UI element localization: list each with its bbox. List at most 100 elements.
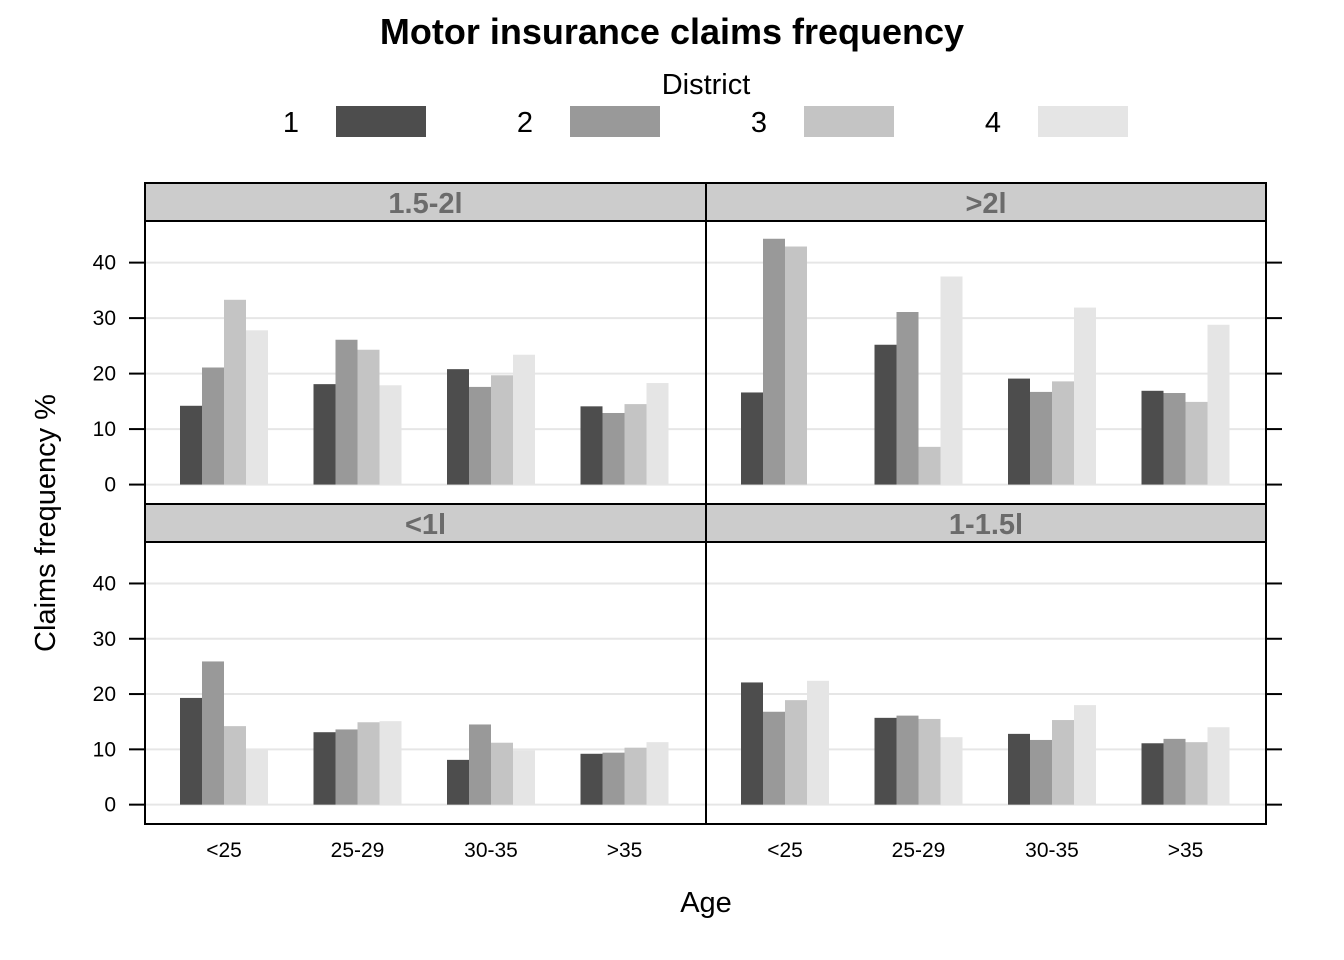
y-tick-label: 0 [104, 474, 116, 497]
bar-<25-district-3 [785, 700, 807, 805]
bar->35-district-1 [580, 753, 603, 805]
bar->35-district-3 [624, 404, 647, 485]
panel-border [705, 541, 1267, 825]
bar-25-29-district-4 [379, 385, 402, 485]
x-tick-label: >35 [1168, 839, 1204, 862]
bar-30-35-district-2 [1030, 739, 1052, 805]
bar-<25-district-4 [807, 680, 829, 805]
bar->35-district-2 [602, 752, 625, 805]
bar-25-29-district-4 [379, 721, 402, 805]
bar-25-29-district-4 [940, 737, 963, 805]
bar-<25-district-2 [202, 367, 224, 485]
axes: 0 10 20 30 40 0 10 20 30 40 <25 25-29 30-35 >35 <25 25-… [93, 252, 1282, 862]
bar-30-35-district-2 [469, 724, 491, 805]
bar-<25-district-3 [224, 726, 246, 805]
bar-<25-district-1 [180, 697, 202, 805]
x-tick-label: 25-29 [892, 839, 946, 862]
bar-30-35-district-4 [1074, 307, 1096, 485]
y-tick-label: 30 [93, 307, 116, 330]
bar-25-29-district-1 [313, 732, 336, 805]
bar-25-29-district-3 [357, 722, 380, 805]
panel-0: 1.5-2l [144, 182, 707, 505]
legend-label-1: 1 [283, 107, 299, 139]
bar-25-29-district-2 [335, 339, 358, 485]
y-tick-label: 0 [104, 794, 116, 817]
panel-strip [144, 182, 707, 222]
bar->35-district-1 [1141, 743, 1164, 805]
bar-30-35-district-3 [1052, 381, 1074, 485]
panel-1: >2l [705, 182, 1267, 505]
legend-swatch-2 [570, 106, 660, 137]
y-tick-label: 10 [93, 738, 116, 761]
bar-30-35-district-4 [513, 750, 535, 805]
legend-swatch-1 [336, 106, 426, 137]
y-tick-label: 20 [93, 363, 116, 386]
bar-<25-district-1 [741, 392, 763, 485]
bar-30-35-district-1 [1008, 733, 1030, 805]
bar->35-district-4 [646, 742, 669, 805]
legend-swatch-3 [804, 106, 894, 137]
bar-25-29-district-2 [335, 729, 358, 805]
chart-title: Motor insurance claims frequency [380, 11, 964, 52]
panels: 1.5-2l >2l <1l 1-1.5l 0 10 20 30 40 0 10 20 30 40 <25 2… [93, 182, 1282, 862]
panel-2: <1l [144, 503, 707, 825]
bar-25-29-district-2 [896, 312, 919, 485]
bar->35-district-4 [646, 383, 669, 485]
bar-30-35-district-3 [1052, 720, 1074, 805]
bar-30-35-district-2 [469, 386, 491, 485]
bar-25-29-district-3 [918, 718, 941, 805]
panel-strip-label: <1l [405, 509, 446, 541]
panel-strip [705, 503, 1267, 543]
bar-25-29-district-1 [874, 717, 897, 805]
bar-25-29-district-3 [918, 446, 941, 485]
bar->35-district-3 [1185, 742, 1208, 805]
bar-<25-district-2 [202, 661, 224, 805]
bar-<25-district-2 [763, 238, 785, 485]
bar-30-35-district-1 [1008, 378, 1030, 485]
x-axis-label: Age [680, 887, 732, 919]
y-tick-label: 40 [93, 252, 116, 275]
bar->35-district-2 [1163, 738, 1186, 805]
legend-label-2: 2 [517, 107, 533, 139]
legend-label-3: 3 [751, 107, 767, 139]
panel-strip [705, 182, 1267, 222]
bar->35-district-3 [624, 747, 647, 805]
bar-25-29-district-4 [940, 276, 963, 485]
y-tick-label: 40 [93, 572, 116, 595]
bar-<25-district-1 [180, 405, 202, 485]
bar-30-35-district-1 [447, 759, 469, 805]
y-axis-label: Claims frequency % [30, 394, 62, 652]
bar-30-35-district-3 [491, 742, 513, 805]
bar-25-29-district-2 [896, 715, 919, 805]
bar-<25-district-3 [785, 246, 807, 485]
bar-<25-district-1 [741, 682, 763, 805]
legend-swatch-4 [1038, 106, 1128, 137]
x-tick-label: >35 [607, 839, 643, 862]
bar-25-29-district-3 [357, 349, 380, 485]
panel-3: 1-1.5l [705, 503, 1267, 825]
panel-strip-label: 1.5-2l [388, 188, 462, 220]
bar-30-35-district-3 [491, 375, 513, 485]
bar-<25-district-4 [246, 330, 268, 485]
bar->35-district-1 [580, 406, 603, 485]
panel-strip-label: >2l [965, 188, 1006, 220]
bar-30-35-district-2 [1030, 391, 1052, 485]
bar-25-29-district-1 [874, 344, 897, 485]
bar-<25-district-4 [246, 749, 268, 805]
x-tick-label: 30-35 [464, 839, 518, 862]
bar-30-35-district-1 [447, 369, 469, 485]
y-tick-label: 30 [93, 628, 116, 651]
x-tick-label: <25 [767, 839, 803, 862]
bar->35-district-2 [602, 412, 625, 485]
y-tick-label: 10 [93, 418, 116, 441]
bar->35-district-2 [1163, 393, 1186, 485]
bar-<25-district-3 [224, 299, 246, 485]
y-tick-label: 20 [93, 683, 116, 706]
bar-30-35-district-4 [513, 354, 535, 485]
legend: 1 2 3 4 [283, 106, 1128, 139]
bar->35-district-4 [1207, 727, 1230, 805]
x-tick-label: <25 [206, 839, 242, 862]
legend-label-4: 4 [985, 107, 1001, 139]
x-tick-label: 30-35 [1025, 839, 1079, 862]
